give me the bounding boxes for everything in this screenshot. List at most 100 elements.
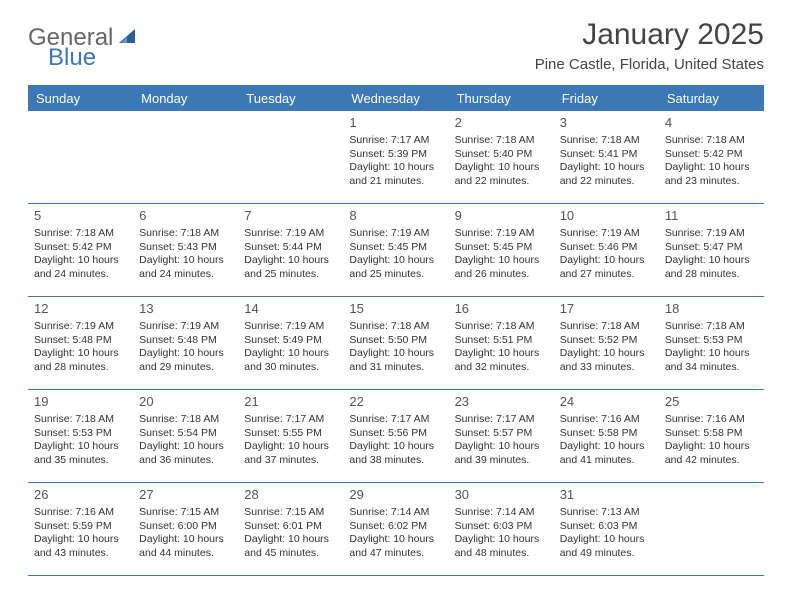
day-number: 10 (560, 208, 653, 225)
cell-line: Daylight: 10 hours and 43 minutes. (34, 533, 127, 560)
week-row: 1Sunrise: 7:17 AMSunset: 5:39 PMDaylight… (28, 111, 764, 204)
week-row: 5Sunrise: 7:18 AMSunset: 5:42 PMDaylight… (28, 204, 764, 297)
calendar-cell: 12 Sunrise: 7:19 AMSunset: 5:48 PMDayligh… (28, 297, 133, 389)
cell-line: Sunset: 5:40 PM (455, 148, 548, 162)
cell-line: Sunset: 5:52 PM (560, 334, 653, 348)
cell-line: Daylight: 10 hours and 24 minutes. (139, 254, 232, 281)
cell-line: Daylight: 10 hours and 22 minutes. (455, 161, 548, 188)
cell-line: Daylight: 10 hours and 45 minutes. (244, 533, 337, 560)
calendar-cell: 23Sunrise: 7:17 AMSunset: 5:57 PMDayligh… (449, 390, 554, 482)
cell-line: Sunset: 5:42 PM (665, 148, 758, 162)
cell-line: Sunset: 6:03 PM (455, 520, 548, 534)
cell-line: Sunrise: 7:18 AM (34, 413, 127, 427)
sail-icon (117, 27, 139, 45)
calendar-cell: 19Sunrise: 7:18 AMSunset: 5:53 PMDayligh… (28, 390, 133, 482)
day-number: 20 (139, 394, 232, 411)
calendar-cell: 5Sunrise: 7:18 AMSunset: 5:42 PMDaylight… (28, 204, 133, 296)
cell-line: Sunset: 5:56 PM (349, 427, 442, 441)
day-number: 14 (244, 301, 337, 318)
cell-line: Sunset: 5:46 PM (560, 241, 653, 255)
cell-line: Sunset: 5:42 PM (34, 241, 127, 255)
day-number: 13 (139, 301, 232, 318)
cell-line: Daylight: 10 hours and 39 minutes. (455, 440, 548, 467)
cell-line: Sunrise: 7:19 AM (244, 320, 337, 334)
cell-line: Daylight: 10 hours and 47 minutes. (349, 533, 442, 560)
day-number: 16 (455, 301, 548, 318)
day-number: 2 (455, 115, 548, 132)
day-header-fri: Friday (554, 86, 659, 111)
cell-line: Daylight: 10 hours and 36 minutes. (139, 440, 232, 467)
cell-line: Sunrise: 7:19 AM (244, 227, 337, 241)
day-number: 11 (665, 208, 758, 225)
calendar-cell: 27Sunrise: 7:15 AMSunset: 6:00 PMDayligh… (133, 483, 238, 575)
cell-line: Sunrise: 7:19 AM (34, 320, 127, 334)
cell-line: Daylight: 10 hours and 44 minutes. (139, 533, 232, 560)
day-number: 26 (34, 487, 127, 504)
cell-line: Sunset: 6:00 PM (139, 520, 232, 534)
cell-line: Sunrise: 7:18 AM (665, 134, 758, 148)
calendar-cell (133, 111, 238, 203)
cell-line: Sunset: 5:48 PM (139, 334, 232, 348)
calendar-cell: 20Sunrise: 7:18 AMSunset: 5:54 PMDayligh… (133, 390, 238, 482)
cell-line: Daylight: 10 hours and 37 minutes. (244, 440, 337, 467)
cell-line: Daylight: 10 hours and 31 minutes. (349, 347, 442, 374)
cell-line: Sunrise: 7:15 AM (244, 506, 337, 520)
cell-line: Sunset: 5:53 PM (34, 427, 127, 441)
calendar-cell: 4Sunrise: 7:18 AMSunset: 5:42 PMDaylight… (659, 111, 764, 203)
calendar-cell: 6Sunrise: 7:18 AMSunset: 5:43 PMDaylight… (133, 204, 238, 296)
week-row: 12Sunrise: 7:19 AMSunset: 5:48 PMDayligh… (28, 297, 764, 390)
day-number: 8 (349, 208, 442, 225)
cell-line: Sunset: 5:58 PM (560, 427, 653, 441)
day-header-sun: Sunday (28, 86, 133, 111)
cell-line: Sunset: 5:50 PM (349, 334, 442, 348)
day-number: 9 (455, 208, 548, 225)
cell-line: Daylight: 10 hours and 48 minutes. (455, 533, 548, 560)
month-title: January 2025 (535, 18, 764, 52)
calendar-cell: 26Sunrise: 7:16 AMSunset: 5:59 PMDayligh… (28, 483, 133, 575)
cell-line: Sunrise: 7:14 AM (349, 506, 442, 520)
cell-line: Sunset: 5:55 PM (244, 427, 337, 441)
cell-line: Daylight: 10 hours and 27 minutes. (560, 254, 653, 281)
calendar-cell: 11Sunrise: 7:19 AMSunset: 5:47 PMDayligh… (659, 204, 764, 296)
cell-line: Daylight: 10 hours and 24 minutes. (34, 254, 127, 281)
calendar-cell: 15Sunrise: 7:18 AMSunset: 5:50 PMDayligh… (343, 297, 448, 389)
logo-word2: Blue (48, 44, 96, 72)
cell-line: Sunrise: 7:19 AM (349, 227, 442, 241)
day-header-sat: Saturday (659, 86, 764, 111)
cell-line: Sunrise: 7:18 AM (455, 320, 548, 334)
calendar-cell: 29Sunrise: 7:14 AMSunset: 6:02 PMDayligh… (343, 483, 448, 575)
cell-line: Daylight: 10 hours and 29 minutes. (139, 347, 232, 374)
title-block: January 2025 Pine Castle, Florida, Unite… (535, 18, 764, 73)
day-number: 1 (349, 115, 442, 132)
cell-line: Daylight: 10 hours and 33 minutes. (560, 347, 653, 374)
cell-line: Sunset: 5:48 PM (34, 334, 127, 348)
calendar-cell: 22Sunrise: 7:17 AMSunset: 5:56 PMDayligh… (343, 390, 448, 482)
cell-line: Sunrise: 7:18 AM (665, 320, 758, 334)
calendar-cell: 1Sunrise: 7:17 AMSunset: 5:39 PMDaylight… (343, 111, 448, 203)
calendar-cell: 17Sunrise: 7:18 AMSunset: 5:52 PMDayligh… (554, 297, 659, 389)
cell-line: Daylight: 10 hours and 28 minutes. (665, 254, 758, 281)
cell-line: Daylight: 10 hours and 34 minutes. (665, 347, 758, 374)
day-number: 28 (244, 487, 337, 504)
day-number: 21 (244, 394, 337, 411)
cell-line: Sunset: 5:45 PM (349, 241, 442, 255)
calendar-cell: 3Sunrise: 7:18 AMSunset: 5:41 PMDaylight… (554, 111, 659, 203)
cell-line: Sunrise: 7:17 AM (455, 413, 548, 427)
cell-line: Sunset: 5:59 PM (34, 520, 127, 534)
day-number: 5 (34, 208, 127, 225)
cell-line: Sunset: 5:53 PM (665, 334, 758, 348)
day-number: 31 (560, 487, 653, 504)
calendar-cell: 2Sunrise: 7:18 AMSunset: 5:40 PMDaylight… (449, 111, 554, 203)
day-header-thu: Thursday (449, 86, 554, 111)
cell-line: Daylight: 10 hours and 35 minutes. (34, 440, 127, 467)
cell-line: Daylight: 10 hours and 42 minutes. (665, 440, 758, 467)
cell-line: Sunset: 5:43 PM (139, 241, 232, 255)
cell-line: Daylight: 10 hours and 38 minutes. (349, 440, 442, 467)
day-number: 12 (34, 301, 127, 318)
cell-line: Daylight: 10 hours and 28 minutes. (34, 347, 127, 374)
cell-line: Sunrise: 7:13 AM (560, 506, 653, 520)
day-number: 22 (349, 394, 442, 411)
cell-line: Daylight: 10 hours and 49 minutes. (560, 533, 653, 560)
cell-line: Sunset: 5:58 PM (665, 427, 758, 441)
cell-line: Sunset: 5:39 PM (349, 148, 442, 162)
